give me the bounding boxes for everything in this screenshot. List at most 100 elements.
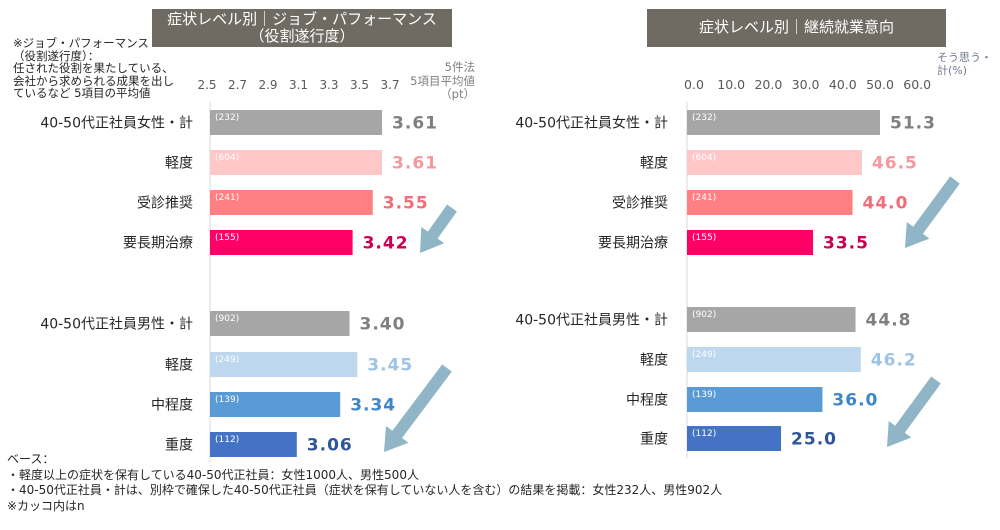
- x-tick-label: 50.0: [866, 77, 894, 92]
- footnote-line: ・軽度以上の症状を保有している40-50代正社員：女性1000人、男性500人: [7, 467, 419, 482]
- bar-value-label: 3.34: [350, 396, 396, 416]
- bar-value-label: 36.0: [832, 391, 878, 411]
- bar-value-label: 46.5: [872, 154, 918, 174]
- bar: [210, 311, 350, 336]
- unit-line: 5件法: [444, 60, 475, 74]
- bar-n-label: (241): [215, 193, 239, 203]
- category-label: 軽度: [165, 156, 193, 172]
- x-tick-label: 40.0: [829, 77, 857, 92]
- bar-n-label: (604): [692, 153, 716, 163]
- left-chart-title: 症状レベル別｜ジョブ・パフォーマンス （役割遂行度）: [152, 9, 452, 47]
- category-label: 重度: [165, 438, 193, 454]
- category-label: 要長期治療: [598, 235, 668, 252]
- category-label: 40-50代正社員女性・計: [40, 115, 193, 132]
- left-chart-title-line1: 症状レベル別｜ジョブ・パフォーマンス: [167, 10, 437, 28]
- x-tick-label: 10.0: [717, 77, 745, 92]
- category-label: 要長期治療: [123, 235, 193, 252]
- bar-value-label: 51.3: [890, 114, 936, 134]
- category-label: 受診推奨: [612, 196, 668, 212]
- bar: [687, 110, 880, 135]
- category-label: 重度: [640, 432, 668, 448]
- bar: [687, 190, 853, 215]
- bar-n-label: (155): [215, 233, 239, 243]
- x-tick-label: 2.7: [228, 78, 247, 92]
- bar-n-label: (241): [692, 193, 716, 203]
- bar-value-label: 3.40: [360, 315, 406, 335]
- bar-n-label: (139): [692, 390, 716, 400]
- category-label: 軽度: [165, 358, 193, 374]
- unit-line: そう思う・: [937, 51, 992, 64]
- category-label: 中程度: [626, 393, 668, 409]
- left-chart-title-line2: （役割遂行度）: [249, 27, 355, 45]
- category-label: 40-50代正社員男性・計: [40, 317, 193, 333]
- note-line: （役割遂行度）：: [13, 48, 100, 63]
- footnote-line: ・40-50代正社員・計は、別枠で確保した40-50代正社員（症状を保有していな…: [7, 483, 723, 498]
- bar-value-label: 33.5: [823, 234, 869, 254]
- bar: [210, 352, 358, 377]
- bar-value-label: 3.45: [367, 356, 413, 376]
- job-performance-note: ※ジョブ・パフォーマンス （役割遂行度）： 任された役割を果たしている、 会社か…: [13, 37, 174, 100]
- x-tick-label: 3.7: [380, 78, 399, 92]
- category-label: 40-50代正社員男性・計: [515, 313, 668, 329]
- x-tick-label: 30.0: [792, 77, 820, 92]
- category-label: 40-50代正社員女性・計: [515, 115, 668, 132]
- unit-line: 計(%): [937, 63, 968, 77]
- bar: [687, 230, 814, 255]
- x-tick-label: 3.5: [350, 78, 369, 92]
- bar-n-label: (232): [692, 113, 716, 123]
- unit-line: 5項目平均値: [410, 73, 475, 88]
- x-tick-label: 2.5: [197, 78, 216, 92]
- note-line: 任された役割を果たしている、: [13, 61, 174, 76]
- x-tick-label: 3.1: [289, 78, 308, 92]
- bar: [687, 307, 856, 332]
- bar-n-label: (902): [692, 310, 716, 320]
- bar-value-label: 3.61: [392, 114, 438, 134]
- bar-n-label: (249): [692, 350, 716, 360]
- note-line: ※ジョブ・パフォーマンス: [13, 36, 149, 50]
- footnote-line: ベース：: [7, 452, 55, 466]
- bar: [210, 432, 297, 457]
- bar: [210, 110, 383, 135]
- bar-n-label: (232): [215, 113, 239, 123]
- bar: [210, 230, 353, 255]
- bar-n-label: (139): [215, 395, 239, 405]
- bar: [210, 150, 383, 175]
- bar-n-label: (902): [215, 314, 239, 324]
- bar-n-label: (112): [215, 435, 239, 445]
- right-axis-unit-label: そう思う・ 計(%): [937, 51, 992, 77]
- bar: [210, 392, 341, 417]
- right-chart-title: 症状レベル別｜継続就業意向: [647, 9, 946, 47]
- right-chart-title-text: 症状レベル別｜継続就業意向: [698, 18, 894, 36]
- bar-value-label: 44.8: [866, 311, 912, 331]
- category-label: 中程度: [151, 398, 193, 414]
- trend-arrow-icon: [887, 376, 941, 447]
- trend-arrow-icon: [905, 176, 960, 248]
- bar: [687, 387, 823, 412]
- footnote-line: ※カッコ内はn: [7, 499, 85, 514]
- note-line: 会社から求められる成果を出し: [13, 73, 174, 88]
- bar-n-label: (604): [215, 153, 239, 163]
- bar-value-label: 46.2: [871, 351, 917, 371]
- footnotes: ベース： ・軽度以上の症状を保有している40-50代正社員：女性1000人、男性…: [7, 452, 722, 515]
- trend-arrow-icon: [420, 204, 457, 253]
- category-label: 受診推奨: [137, 196, 193, 212]
- x-tick-label: 60.0: [903, 77, 931, 92]
- bar-value-label: 44.0: [863, 194, 909, 214]
- note-line: ているなど 5項目の平均値: [13, 86, 151, 101]
- bar-n-label: (155): [692, 233, 716, 243]
- bar-n-label: (112): [692, 429, 716, 439]
- bar-value-label: 25.0: [791, 430, 837, 450]
- bar-value-label: 3.55: [383, 194, 429, 214]
- bar-value-label: 3.06: [307, 436, 353, 456]
- left-axis-unit-label: 5件法 5項目平均値 （pt）: [410, 60, 475, 102]
- bar: [210, 190, 373, 215]
- bar: [687, 347, 861, 372]
- category-label: 軽度: [640, 353, 668, 369]
- x-tick-label: 2.9: [258, 78, 277, 92]
- bar: [687, 426, 782, 451]
- x-tick-label: 0.0: [684, 77, 704, 92]
- bar-value-label: 3.42: [363, 234, 409, 254]
- bar: [687, 150, 862, 175]
- x-tick-label: 20.0: [754, 77, 782, 92]
